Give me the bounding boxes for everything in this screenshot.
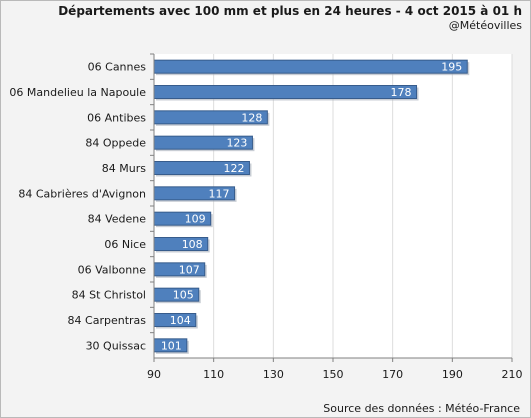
bar-value-label: 128 — [241, 111, 262, 124]
category-label: 06 Valbonne — [78, 263, 147, 276]
x-tick-label: 150 — [323, 368, 344, 381]
bar-value-label: 195 — [441, 61, 462, 74]
bar-value-label: 122 — [223, 162, 244, 175]
category-label: 84 Vedene — [88, 213, 147, 226]
chart-title: Départements avec 100 mm et plus en 24 h… — [58, 4, 522, 18]
category-label: 84 Oppede — [85, 137, 146, 150]
grid-lines — [213, 54, 513, 358]
category-label: 84 Murs — [102, 162, 146, 175]
x-tick-label: 130 — [263, 368, 284, 381]
x-tick-label: 90 — [147, 368, 161, 381]
source-note: Source des données : Météo-France — [323, 402, 520, 415]
bar-value-label: 109 — [185, 213, 206, 226]
category-label: 30 Quissac — [86, 339, 146, 352]
category-label: 84 Cabrières d'Avignon — [18, 187, 146, 200]
x-tick-label: 110 — [203, 368, 224, 381]
bar — [153, 85, 418, 99]
bar — [153, 59, 468, 74]
x-tick-labels: 90 110 130 150 170 190 210 — [147, 358, 523, 381]
category-label: 06 Cannes — [88, 61, 147, 74]
category-label: 06 Antibes — [87, 111, 146, 124]
category-label: 84 Carpentras — [68, 314, 147, 327]
bar-value-label: 123 — [226, 137, 247, 150]
bar-value-label: 107 — [179, 263, 200, 276]
category-label: 06 Mandelieu la Napoule — [9, 86, 146, 99]
bar-value-label: 105 — [173, 289, 194, 302]
bar-value-label: 108 — [182, 238, 203, 251]
bar-value-label: 178 — [391, 86, 412, 99]
category-label: 84 St Christol — [72, 289, 146, 302]
bar-value-label: 101 — [161, 339, 182, 352]
category-label: 06 Nice — [104, 238, 146, 251]
bar-value-label: 104 — [170, 314, 191, 327]
x-tick-label: 190 — [442, 368, 463, 381]
bar-value-label: 117 — [209, 187, 230, 200]
chart-subtitle: @Météovilles — [449, 19, 523, 32]
x-tick-label: 170 — [382, 368, 403, 381]
category-labels: 06 Cannes 06 Mandelieu la Napoule 06 Antib… — [9, 53, 154, 352]
x-tick-label: 210 — [502, 368, 523, 381]
